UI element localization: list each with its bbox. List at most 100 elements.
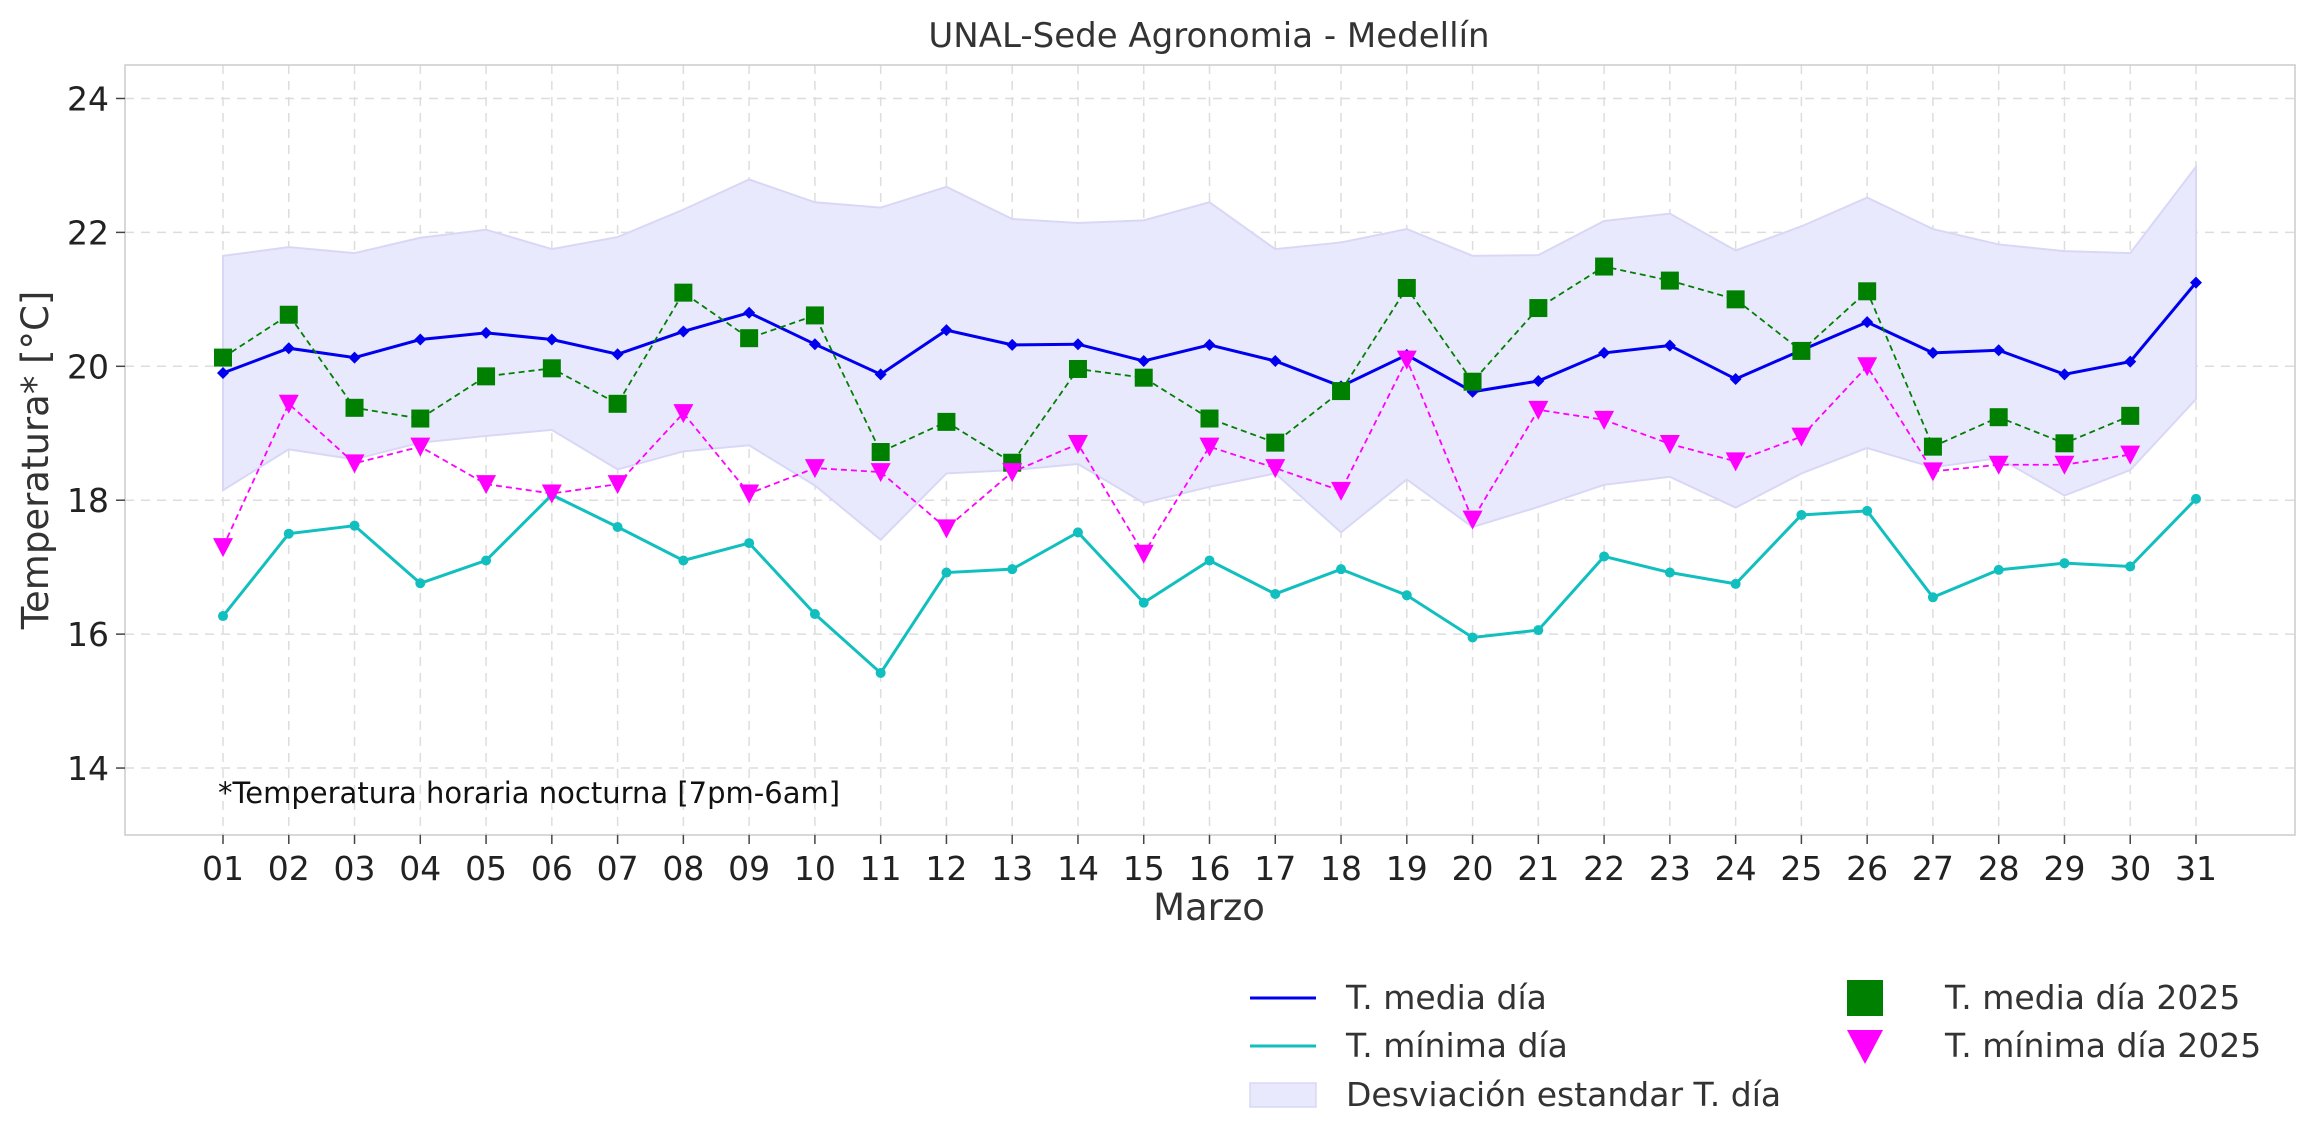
data-point xyxy=(1528,400,1549,420)
data-point xyxy=(744,538,755,549)
x-tick-label: 11 xyxy=(860,849,902,888)
data-point xyxy=(1594,410,1615,430)
data-point xyxy=(2055,434,2074,453)
chart-title: UNAL-Sede Agronomia - Medellín xyxy=(928,16,1489,56)
data-point xyxy=(1467,632,1478,643)
y-tick-label: 22 xyxy=(67,213,109,252)
data-point xyxy=(1269,354,1282,367)
data-point xyxy=(1660,271,1679,290)
data-point xyxy=(1862,505,1873,516)
series-layer xyxy=(213,257,2202,678)
data-point xyxy=(1858,282,1877,301)
data-point xyxy=(1598,346,1611,359)
data-point xyxy=(612,522,623,532)
data-point xyxy=(480,326,493,339)
data-point xyxy=(1071,338,1084,351)
x-tick-label: 22 xyxy=(1583,849,1625,888)
x-tick-label: 13 xyxy=(991,849,1033,888)
x-tick-label: 30 xyxy=(2109,849,2151,888)
data-point xyxy=(871,443,890,462)
data-point xyxy=(348,351,361,364)
data-point xyxy=(477,367,496,386)
legend-item: T. mínima día 2025 xyxy=(1847,1026,2261,1065)
data-point xyxy=(1397,278,1416,297)
y-tick-label: 20 xyxy=(67,347,109,386)
data-point xyxy=(1401,590,1412,601)
x-tick-label: 23 xyxy=(1649,849,1691,888)
x-tick-label: 16 xyxy=(1189,849,1231,888)
data-point xyxy=(278,394,299,414)
data-point xyxy=(349,520,360,531)
y-tick-label: 18 xyxy=(67,481,109,520)
data-point xyxy=(1725,452,1746,472)
data-point xyxy=(1336,564,1347,575)
y-tick-label: 16 xyxy=(67,615,109,654)
data-point xyxy=(1200,409,1219,428)
data-point xyxy=(1137,354,1150,367)
data-point xyxy=(1729,373,1742,386)
data-point xyxy=(608,394,627,413)
data-point xyxy=(937,412,956,431)
data-point xyxy=(607,475,628,495)
data-point xyxy=(673,404,694,424)
series-3 xyxy=(214,257,2140,472)
data-point xyxy=(1462,510,1483,530)
x-tick-label: 20 xyxy=(1452,849,1494,888)
data-point xyxy=(677,325,690,338)
data-point xyxy=(279,305,298,324)
data-point xyxy=(1796,509,1807,520)
x-tick-label: 21 xyxy=(1517,849,1559,888)
data-point xyxy=(2054,455,2075,475)
data-point xyxy=(743,306,756,319)
y-tick-label: 14 xyxy=(67,749,109,788)
data-point xyxy=(1926,346,1939,359)
data-point xyxy=(1204,555,1215,566)
data-point xyxy=(1993,564,2004,575)
data-point xyxy=(1532,375,1545,388)
y-axis-label: Temperatura* [°C] xyxy=(14,291,57,631)
data-point xyxy=(213,538,233,558)
x-tick-label: 02 xyxy=(268,849,310,888)
legend-swatch xyxy=(1847,980,1883,1016)
data-point xyxy=(1463,372,1482,391)
data-point xyxy=(1989,408,2008,427)
data-point xyxy=(611,348,624,361)
data-point xyxy=(739,484,760,504)
x-tick-label: 09 xyxy=(728,849,770,888)
x-tick-label: 28 xyxy=(1978,849,2020,888)
data-point xyxy=(1663,339,1676,352)
data-point xyxy=(1002,463,1023,483)
data-point xyxy=(1599,551,1610,562)
data-point xyxy=(1992,344,2005,357)
data-point xyxy=(542,359,561,378)
data-point xyxy=(214,348,232,367)
x-tick-label: 19 xyxy=(1386,849,1428,888)
x-tick-label: 25 xyxy=(1780,849,1822,888)
data-point xyxy=(2120,445,2141,465)
series-1 xyxy=(218,489,2201,678)
data-point xyxy=(217,367,229,379)
data-point xyxy=(1068,359,1087,378)
data-point xyxy=(2191,493,2201,504)
x-tick-label: 24 xyxy=(1715,849,1757,888)
x-tick-label: 03 xyxy=(334,849,376,888)
data-point xyxy=(1791,427,1812,447)
data-point xyxy=(1659,434,1680,454)
legend-item: T. media día 2025 xyxy=(1847,978,2240,1017)
data-point xyxy=(345,398,364,417)
data-point xyxy=(1595,257,1614,276)
data-point xyxy=(1199,437,1220,457)
data-point xyxy=(1529,299,1548,318)
data-point xyxy=(1265,459,1286,479)
x-tick-label: 06 xyxy=(531,849,573,888)
data-point xyxy=(1072,527,1083,538)
data-point xyxy=(2059,558,2070,569)
data-point xyxy=(1988,455,2009,475)
data-point xyxy=(1857,357,1878,377)
legend-label: Desviación estandar T. día xyxy=(1346,1075,1781,1114)
x-tick-label: 18 xyxy=(1320,849,1362,888)
data-point xyxy=(2125,561,2136,572)
data-point xyxy=(476,475,497,495)
data-point xyxy=(941,567,952,578)
